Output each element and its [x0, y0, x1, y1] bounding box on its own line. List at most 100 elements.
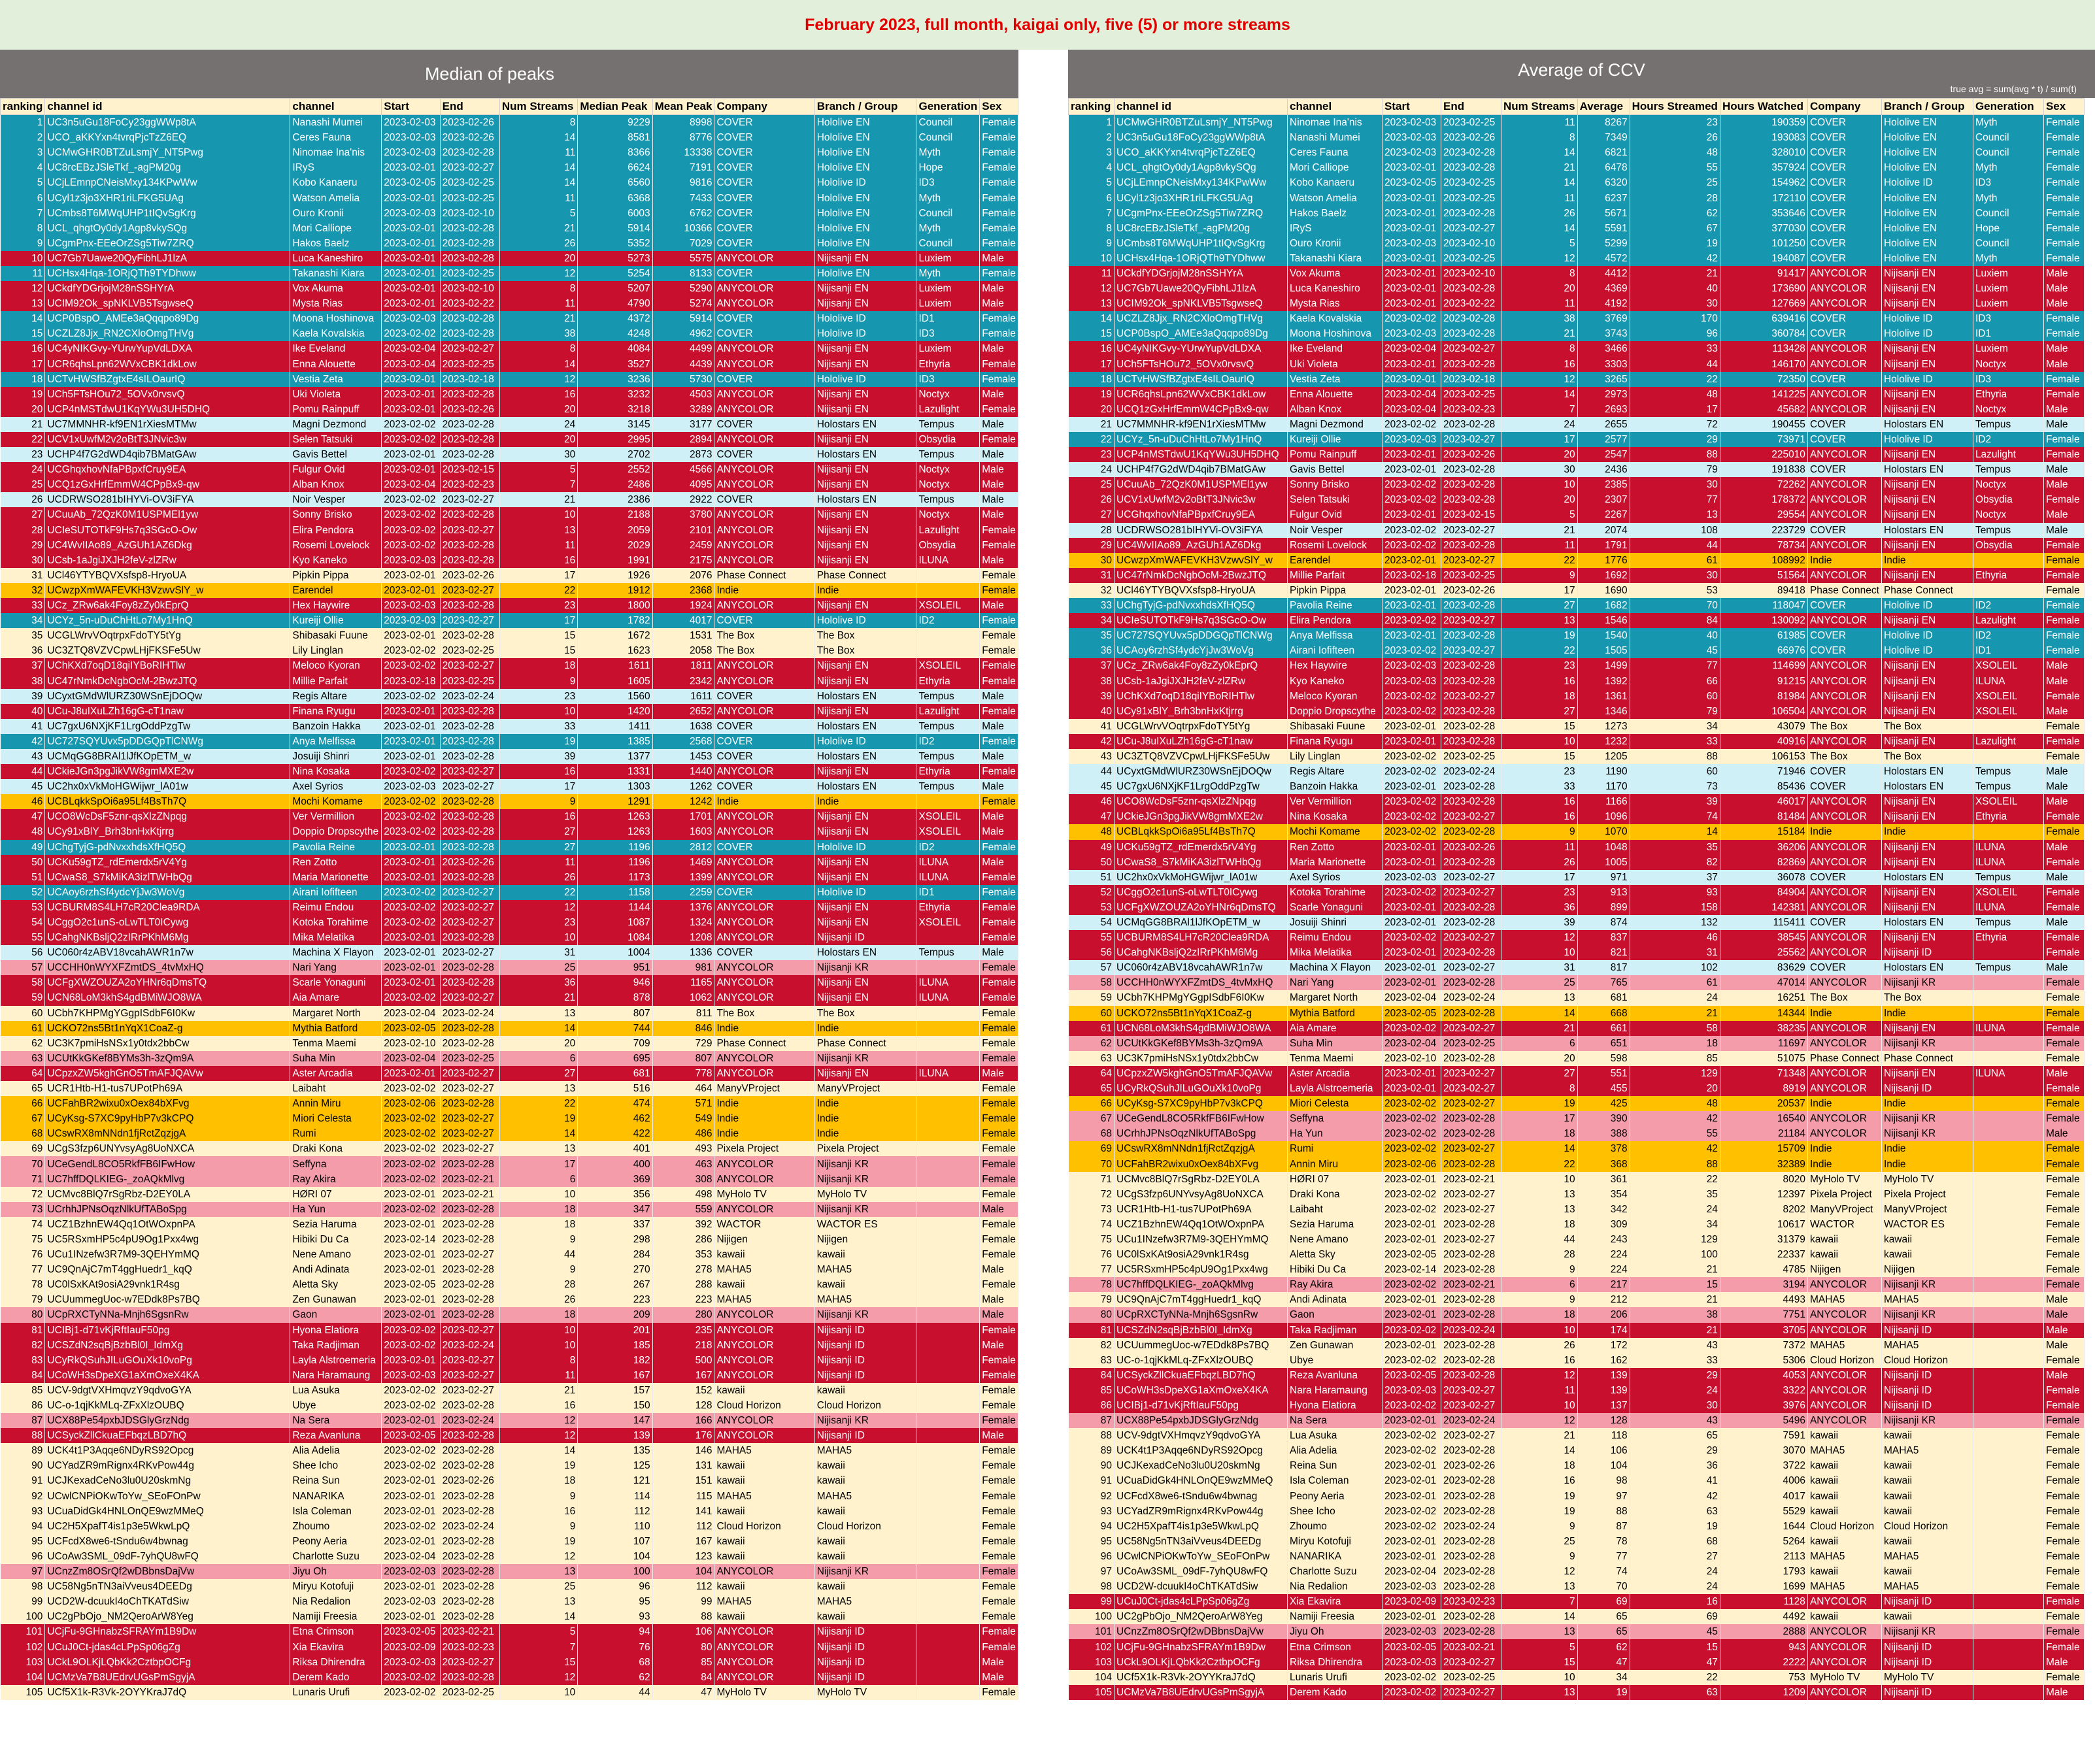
table-cell[interactable]: Holostars EN: [1881, 462, 1973, 478]
table-cell[interactable]: Nijisanji EN: [814, 507, 917, 523]
table-cell[interactable]: Male: [2043, 296, 2085, 312]
table-cell[interactable]: Indie: [1881, 552, 1973, 568]
table-cell[interactable]: NANARIKA: [290, 1488, 382, 1504]
table-cell[interactable]: 2023-02-01: [381, 1307, 441, 1323]
table-cell[interactable]: 2023-02-03: [381, 779, 441, 795]
table-cell[interactable]: 44: [0, 764, 46, 780]
table-cell[interactable]: Nia Redalion: [1287, 1579, 1383, 1595]
table-cell[interactable]: ManyVProject: [814, 1081, 917, 1097]
table-cell[interactable]: Female: [2043, 1277, 2085, 1293]
table-cell[interactable]: Nijisanji EN: [1881, 492, 1973, 508]
table-cell[interactable]: 20: [499, 250, 578, 266]
table-cell[interactable]: MAHA5: [1807, 1443, 1882, 1459]
table-row[interactable]: 24 UCHP4f7G2dWD4qib7BMatGAw Gavis Bettel 20…: [1068, 462, 2085, 478]
table-cell[interactable]: Female: [2043, 1352, 2085, 1368]
table-cell[interactable]: kawaii: [714, 1382, 815, 1398]
table-cell[interactable]: 8581: [577, 130, 653, 146]
table-cell[interactable]: [1973, 1262, 2044, 1278]
table-cell[interactable]: Mysta Rias: [290, 296, 382, 312]
table-cell[interactable]: Hololive EN: [814, 145, 917, 161]
table-cell[interactable]: 1209: [1720, 1684, 1808, 1700]
table-cell[interactable]: [1973, 1473, 2044, 1489]
table-row[interactable]: 76 UCu1INzefw3R7M9-3QEHYmMQ Nene Amano 2023…: [0, 1247, 1018, 1263]
table-cell[interactable]: Male: [2043, 658, 2085, 674]
table-cell[interactable]: 2023-02-01: [381, 945, 441, 961]
table-cell[interactable]: ANYCOLOR: [714, 869, 815, 885]
table-cell[interactable]: 2023-02-26: [440, 401, 500, 417]
table-cell[interactable]: 2023-02-02: [381, 914, 441, 931]
table-cell[interactable]: kawaii: [1807, 1473, 1882, 1489]
table-cell[interactable]: Cloud Horizon: [814, 1397, 917, 1414]
table-cell[interactable]: 1336: [652, 945, 715, 961]
table-cell[interactable]: Reina Sun: [1287, 1458, 1383, 1474]
table-cell[interactable]: UCD2W-dcuukI4oChTKATdSiw: [44, 1594, 291, 1610]
table-cell[interactable]: 95: [577, 1594, 653, 1610]
table-cell[interactable]: 1638: [652, 718, 715, 734]
table-cell[interactable]: 3780: [652, 507, 715, 523]
table-cell[interactable]: 2023-02-01: [381, 265, 441, 282]
table-cell[interactable]: 2023-02-28: [440, 311, 500, 327]
table-cell[interactable]: 75: [0, 1231, 46, 1248]
table-cell[interactable]: [916, 1488, 980, 1504]
table-cell[interactable]: 27: [499, 1065, 578, 1081]
table-cell[interactable]: Council: [1973, 130, 2044, 146]
table-cell[interactable]: 178372: [1720, 492, 1808, 508]
table-cell[interactable]: 20: [0, 401, 46, 417]
table-cell[interactable]: 12: [499, 371, 578, 387]
table-row[interactable]: 40 UCu-J8uIXuLZh16gG-cT1naw Finana Ryugu 20…: [0, 703, 1018, 719]
table-cell[interactable]: Josuiji Shinri: [1287, 914, 1383, 931]
table-cell[interactable]: UC4yNIKGvy-YUrwYupVdLDXA: [1114, 341, 1288, 357]
table-cell[interactable]: 88: [1630, 1156, 1720, 1172]
table-cell[interactable]: Nijisanji EN: [814, 990, 917, 1006]
table-cell[interactable]: 104: [1068, 1669, 1115, 1685]
table-cell[interactable]: 58: [0, 975, 46, 991]
table-cell[interactable]: Female: [979, 703, 1018, 719]
table-cell[interactable]: Female: [979, 839, 1018, 855]
table-cell[interactable]: Watson Amelia: [1287, 190, 1383, 206]
table-cell[interactable]: 1196: [577, 839, 653, 855]
table-cell[interactable]: 15: [0, 326, 46, 342]
table-cell[interactable]: 77: [0, 1262, 46, 1278]
table-cell[interactable]: Male: [979, 386, 1018, 402]
table-cell[interactable]: 185: [577, 1337, 653, 1353]
table-cell[interactable]: Female: [979, 658, 1018, 674]
table-cell[interactable]: 21: [0, 416, 46, 432]
table-cell[interactable]: 2023-02-26: [1441, 1458, 1501, 1474]
table-cell[interactable]: Kobo Kanaeru: [1287, 175, 1383, 191]
table-cell[interactable]: Nijisanji ID: [1881, 1654, 1973, 1670]
table-cell[interactable]: 2023-02-28: [1441, 733, 1501, 749]
table-cell[interactable]: 2023-02-25: [440, 1050, 500, 1066]
table-cell[interactable]: 87: [1577, 1518, 1630, 1534]
table-cell[interactable]: 2023-02-03: [1382, 658, 1441, 674]
table-row[interactable]: 100 UC2gPbOjo_NM2QeroArW8Yeg Namiji Freesi…: [1068, 1609, 2085, 1625]
table-cell[interactable]: Earendel: [1287, 552, 1383, 568]
table-cell[interactable]: 2023-02-02: [381, 1322, 441, 1338]
table-row[interactable]: 93 UCuaDidGk4HNLOnQE9wzMMeQ Isla Coleman 20…: [0, 1503, 1018, 1519]
table-cell[interactable]: 11: [1501, 839, 1578, 855]
table-cell[interactable]: Female: [979, 1397, 1018, 1414]
table-row[interactable]: 83 UC-o-1qjKkMLq-ZFxXlzOUBQ Ubye 2023-02-02…: [1068, 1352, 2085, 1368]
table-cell[interactable]: 26: [499, 869, 578, 885]
table-cell[interactable]: Phase Connect: [1881, 582, 1973, 598]
table-row[interactable]: 43 UC3ZTQ8VZVCpwLHjFKSFe5Uw Lily Linglan 20…: [1068, 748, 2085, 765]
table-cell[interactable]: 2873: [652, 447, 715, 463]
table-cell[interactable]: 8133: [652, 265, 715, 282]
table-cell[interactable]: UCrhhJPNsOqzNlkUfTABoSpg: [1114, 1126, 1288, 1142]
table-cell[interactable]: UCGhqxhovNfaPBpxfCruy9EA: [1114, 507, 1288, 523]
table-cell[interactable]: [916, 1669, 980, 1685]
table-cell[interactable]: Mika Melatika: [1287, 945, 1383, 961]
table-cell[interactable]: 1165: [652, 975, 715, 991]
table-row[interactable]: 43 UCMqGG8BRAl1lJfKOpETM_w Josuiji Shinri 2…: [0, 748, 1018, 765]
table-cell[interactable]: 1690: [1577, 582, 1630, 598]
table-cell[interactable]: COVER: [1807, 326, 1882, 342]
table-cell[interactable]: 2023-02-03: [381, 552, 441, 568]
table-cell[interactable]: 10: [499, 930, 578, 946]
table-cell[interactable]: 946: [577, 975, 653, 991]
table-cell[interactable]: COVER: [1807, 160, 1882, 176]
table-cell[interactable]: ANYCOLOR: [714, 899, 815, 915]
table-cell[interactable]: Mythia Batford: [1287, 1005, 1383, 1021]
table-row[interactable]: 99 UCuJ0Ct-jdas4cLPpSp06gZg Xia Ekavira 202…: [1068, 1594, 2085, 1610]
table-cell[interactable]: 25: [499, 960, 578, 976]
table-cell[interactable]: Female: [979, 794, 1018, 810]
table-cell[interactable]: 9: [499, 673, 578, 689]
